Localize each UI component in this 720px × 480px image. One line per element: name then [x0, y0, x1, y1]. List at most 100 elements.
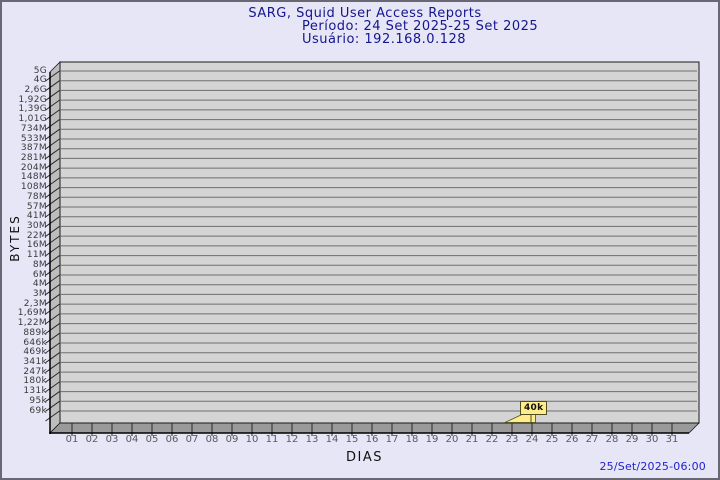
x-tick-label: 06: [165, 434, 179, 445]
y-tick: [45, 371, 60, 383]
x-tick-label: 29: [625, 434, 639, 445]
x-tick-label: 04: [125, 434, 139, 445]
y-tick: [45, 177, 60, 189]
x-tick-label: 12: [285, 434, 299, 445]
y-tick: [45, 391, 60, 402]
y-tick: [45, 255, 60, 266]
x-tick-label: 21: [465, 434, 479, 445]
y-tick-label: 95k: [29, 395, 47, 406]
x-tick-label: 11: [265, 434, 279, 445]
y-tick-label: 1,92G: [18, 94, 47, 105]
y-tick: [45, 274, 60, 286]
y-tick-label: 387M: [20, 143, 47, 154]
plot-area: [59, 61, 700, 424]
y-tick: [45, 109, 60, 121]
y-tick-label: 11M: [26, 250, 47, 261]
y-tick-label: 131k: [23, 386, 47, 397]
y-tick: [45, 128, 60, 140]
y-tick-label: 30M: [26, 220, 47, 231]
x-tick-label: 15: [345, 434, 359, 445]
x-tick-label: 23: [505, 434, 519, 445]
x-tick-label: 27: [585, 434, 599, 445]
y-tick-label: 5G: [33, 65, 47, 76]
x-tick-label: 16: [365, 434, 379, 445]
chart-floor: [49, 422, 700, 434]
x-tick-label: 20: [445, 434, 459, 445]
y-tick-label: 8M: [32, 259, 47, 270]
y-tick-label: 469k: [23, 347, 47, 358]
y-tick-label: 57M: [26, 201, 47, 212]
y-tick: [45, 313, 60, 325]
y-tick: [45, 352, 60, 364]
y-tick: [45, 342, 60, 354]
y-tick: [45, 294, 60, 305]
x-tick-label: 09: [225, 434, 239, 445]
y-tick-label: 1,01G: [18, 114, 47, 125]
y-tick: [45, 362, 60, 373]
y-tick-label: 1,22M: [17, 318, 47, 329]
y-tick: [45, 138, 60, 150]
x-tick-label: 30: [645, 434, 659, 445]
x-tick-label: 08: [205, 434, 219, 445]
y-tick: [45, 90, 60, 101]
x-tick-label: 10: [245, 434, 259, 445]
x-tick-label: 24: [525, 434, 539, 445]
x-tick-label: 19: [425, 434, 439, 445]
y-tick-label: 533M: [20, 133, 47, 144]
data-point-label: 40k: [520, 401, 548, 415]
y-tick-label: 1,39G: [18, 104, 47, 115]
y-tick-label: 734M: [20, 123, 47, 134]
x-tick-label: 03: [105, 434, 119, 445]
x-tick-label: 14: [325, 434, 339, 445]
y-tick: [45, 226, 60, 237]
y-tick: [45, 158, 60, 169]
y-tick: [45, 400, 60, 412]
y-tick-label: 41M: [26, 211, 47, 222]
x-tick-label: 31: [665, 434, 679, 445]
chart-user: Usuário: 192.168.0.128: [302, 32, 467, 47]
y-tick-label: 204M: [20, 162, 47, 173]
y-axis-title: BYTES: [8, 214, 22, 262]
chart-title: SARG, Squid User Access Reports: [248, 6, 482, 21]
y-tick-label: 247k: [23, 366, 47, 377]
x-tick-label: 05: [145, 434, 159, 445]
y-tick: [45, 119, 60, 130]
x-tick-label: 01: [65, 434, 79, 445]
x-tick-label: 22: [485, 434, 499, 445]
y-tick-label: 341k: [23, 356, 47, 367]
y-tick: [45, 332, 60, 344]
y-tick-label: 2,3M: [23, 298, 47, 309]
y-tick: [45, 323, 60, 334]
x-tick-label: 02: [85, 434, 99, 445]
y-tick-label: 889k: [23, 327, 47, 338]
y-tick-label: 2,6G: [24, 84, 47, 95]
y-tick: [45, 216, 60, 228]
y-tick: [45, 70, 60, 82]
y-tick-label: 16M: [26, 240, 47, 251]
y-tick: [45, 245, 60, 257]
x-tick-label: 13: [305, 434, 319, 445]
y-tick-label: 281M: [20, 152, 47, 163]
x-tick-label: 25: [545, 434, 559, 445]
y-tick-label: 78M: [26, 191, 47, 202]
y-tick-label: 646k: [23, 337, 47, 348]
y-tick: [45, 284, 60, 296]
y-tick-label: 6M: [32, 269, 47, 280]
y-tick: [45, 80, 60, 92]
y-tick: [45, 206, 60, 218]
x-tick-label: 28: [605, 434, 619, 445]
y-tick-label: 148M: [20, 172, 47, 183]
y-tick-label: 69k: [29, 405, 47, 416]
y-tick-label: 180k: [23, 376, 47, 387]
y-tick: [45, 381, 60, 393]
y-tick: [45, 196, 60, 208]
y-tick: [45, 187, 60, 198]
y-tick: [45, 148, 60, 160]
chart-period: Período: 24 Set 2025-25 Set 2025: [302, 19, 539, 34]
y-tick-label: 3M: [32, 288, 47, 299]
y-tick: [45, 167, 60, 179]
x-tick-label: 17: [385, 434, 399, 445]
y-tick-label: 108M: [20, 182, 47, 193]
